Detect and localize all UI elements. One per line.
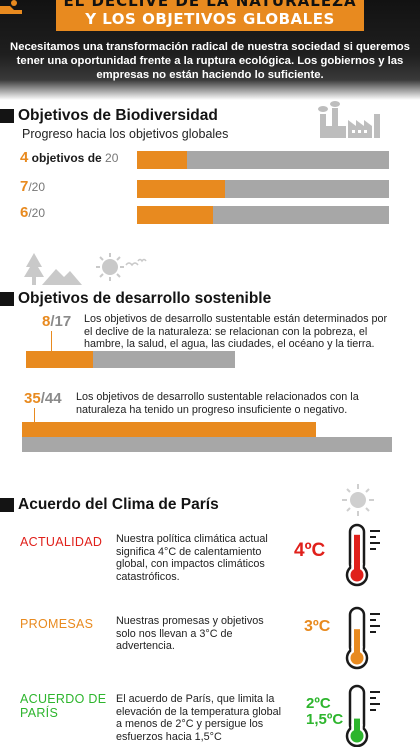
sun-icon <box>96 253 124 281</box>
bio-total: /20 <box>28 206 46 220</box>
factory-icon <box>318 101 380 138</box>
biodiversity-title: Objetivos de Biodiversidad <box>0 107 218 125</box>
paris-label-promesas: PROMESAS <box>20 617 94 631</box>
nature-scene <box>24 253 147 285</box>
progress-bar <box>137 206 389 224</box>
sdg-fill-1 <box>26 351 93 368</box>
sun-icon <box>342 484 374 516</box>
section-marker <box>0 498 14 512</box>
sdg-tick <box>34 408 35 422</box>
progress-fill <box>137 180 226 198</box>
progress-bar <box>137 180 389 198</box>
banner-line-1: EL DECLIVE DE LA NATURALEZA <box>56 0 364 8</box>
thermometer-icon <box>345 606 380 670</box>
progress-fill <box>137 206 213 224</box>
sdg-tick <box>51 331 52 351</box>
thermometer-level <box>354 718 360 736</box>
bio-middle: objetivos de <box>28 151 106 165</box>
thermometer-bulb <box>350 729 364 743</box>
progress-fill <box>137 151 188 169</box>
sdg-count-2: 35/44 <box>24 390 62 407</box>
sdg-text-2: Los objetivos de desarrollo sustentable … <box>76 391 359 416</box>
paris-label-actualidad: ACTUALIDAD <box>20 535 103 549</box>
thermometer-icon <box>345 684 380 747</box>
bio-row-2: 7/20 <box>20 177 390 198</box>
birds-icon <box>125 258 147 267</box>
paris-temp-acuerdo-2: 2ºC <box>306 695 331 712</box>
banner-line-2: Y LOS OBJETIVOS GLOBALES <box>56 8 364 31</box>
sdg-count-1: 8/17 <box>42 313 72 330</box>
section-marker <box>0 292 14 306</box>
bio-total: /20 <box>28 180 46 194</box>
biodiversity-subtitle: Progreso hacia los objetivos globales <box>22 127 229 141</box>
sdg-bar-2-track <box>22 437 392 452</box>
thermometer-bulb <box>350 651 364 665</box>
bio-row-1: 4 objetivos de 20 <box>20 148 390 169</box>
sdg-text-1: Los objetivos de desarrollo sustentable … <box>84 313 388 350</box>
paris-temp-actualidad: 4ºC <box>294 540 326 561</box>
thermometer-icon <box>345 523 380 587</box>
bio-total: 20 <box>105 151 119 165</box>
sdg-bar-1 <box>26 351 235 368</box>
paris-label-acuerdo: ACUERDO DE PARÍS <box>20 692 107 720</box>
paris-temp-promesas: 3ºC <box>304 618 331 635</box>
thermometer-bulb <box>350 568 364 582</box>
sdg-bar-2 <box>22 422 392 452</box>
thermometer-level <box>354 534 360 575</box>
hand-plant-icon <box>0 0 22 14</box>
section-marker <box>0 109 14 123</box>
mountain-icon <box>42 269 82 285</box>
sdg-fill-2 <box>22 422 317 437</box>
progress-bar <box>137 151 389 169</box>
intro-text: Necesitamos una transformación radical d… <box>10 41 410 81</box>
bio-achieved: 6 <box>20 204 29 221</box>
header: EL DECLIVE DE LA NATURALEZA Y LOS OBJETI… <box>0 0 420 100</box>
paris-desc-acuerdo: El acuerdo de París, que limita la eleva… <box>116 693 282 743</box>
paris-temp-acuerdo-15: 1,5ºC <box>306 711 344 728</box>
paris-desc-actualidad: Nuestra política climática actual signif… <box>116 533 268 583</box>
thermometer-level <box>354 629 360 658</box>
bio-achieved: 7 <box>20 178 29 195</box>
bio-achieved: 4 <box>20 149 29 166</box>
sdg-title: Objetivos de desarrollo sostenible <box>0 290 271 308</box>
paris-title: Acuerdo del Clima de París <box>0 496 219 514</box>
bio-row-3: 6/20 <box>20 203 390 224</box>
paris-desc-promesas: Nuestras promesas y objetivos solo nos l… <box>116 615 264 652</box>
tree-icon <box>24 253 44 285</box>
